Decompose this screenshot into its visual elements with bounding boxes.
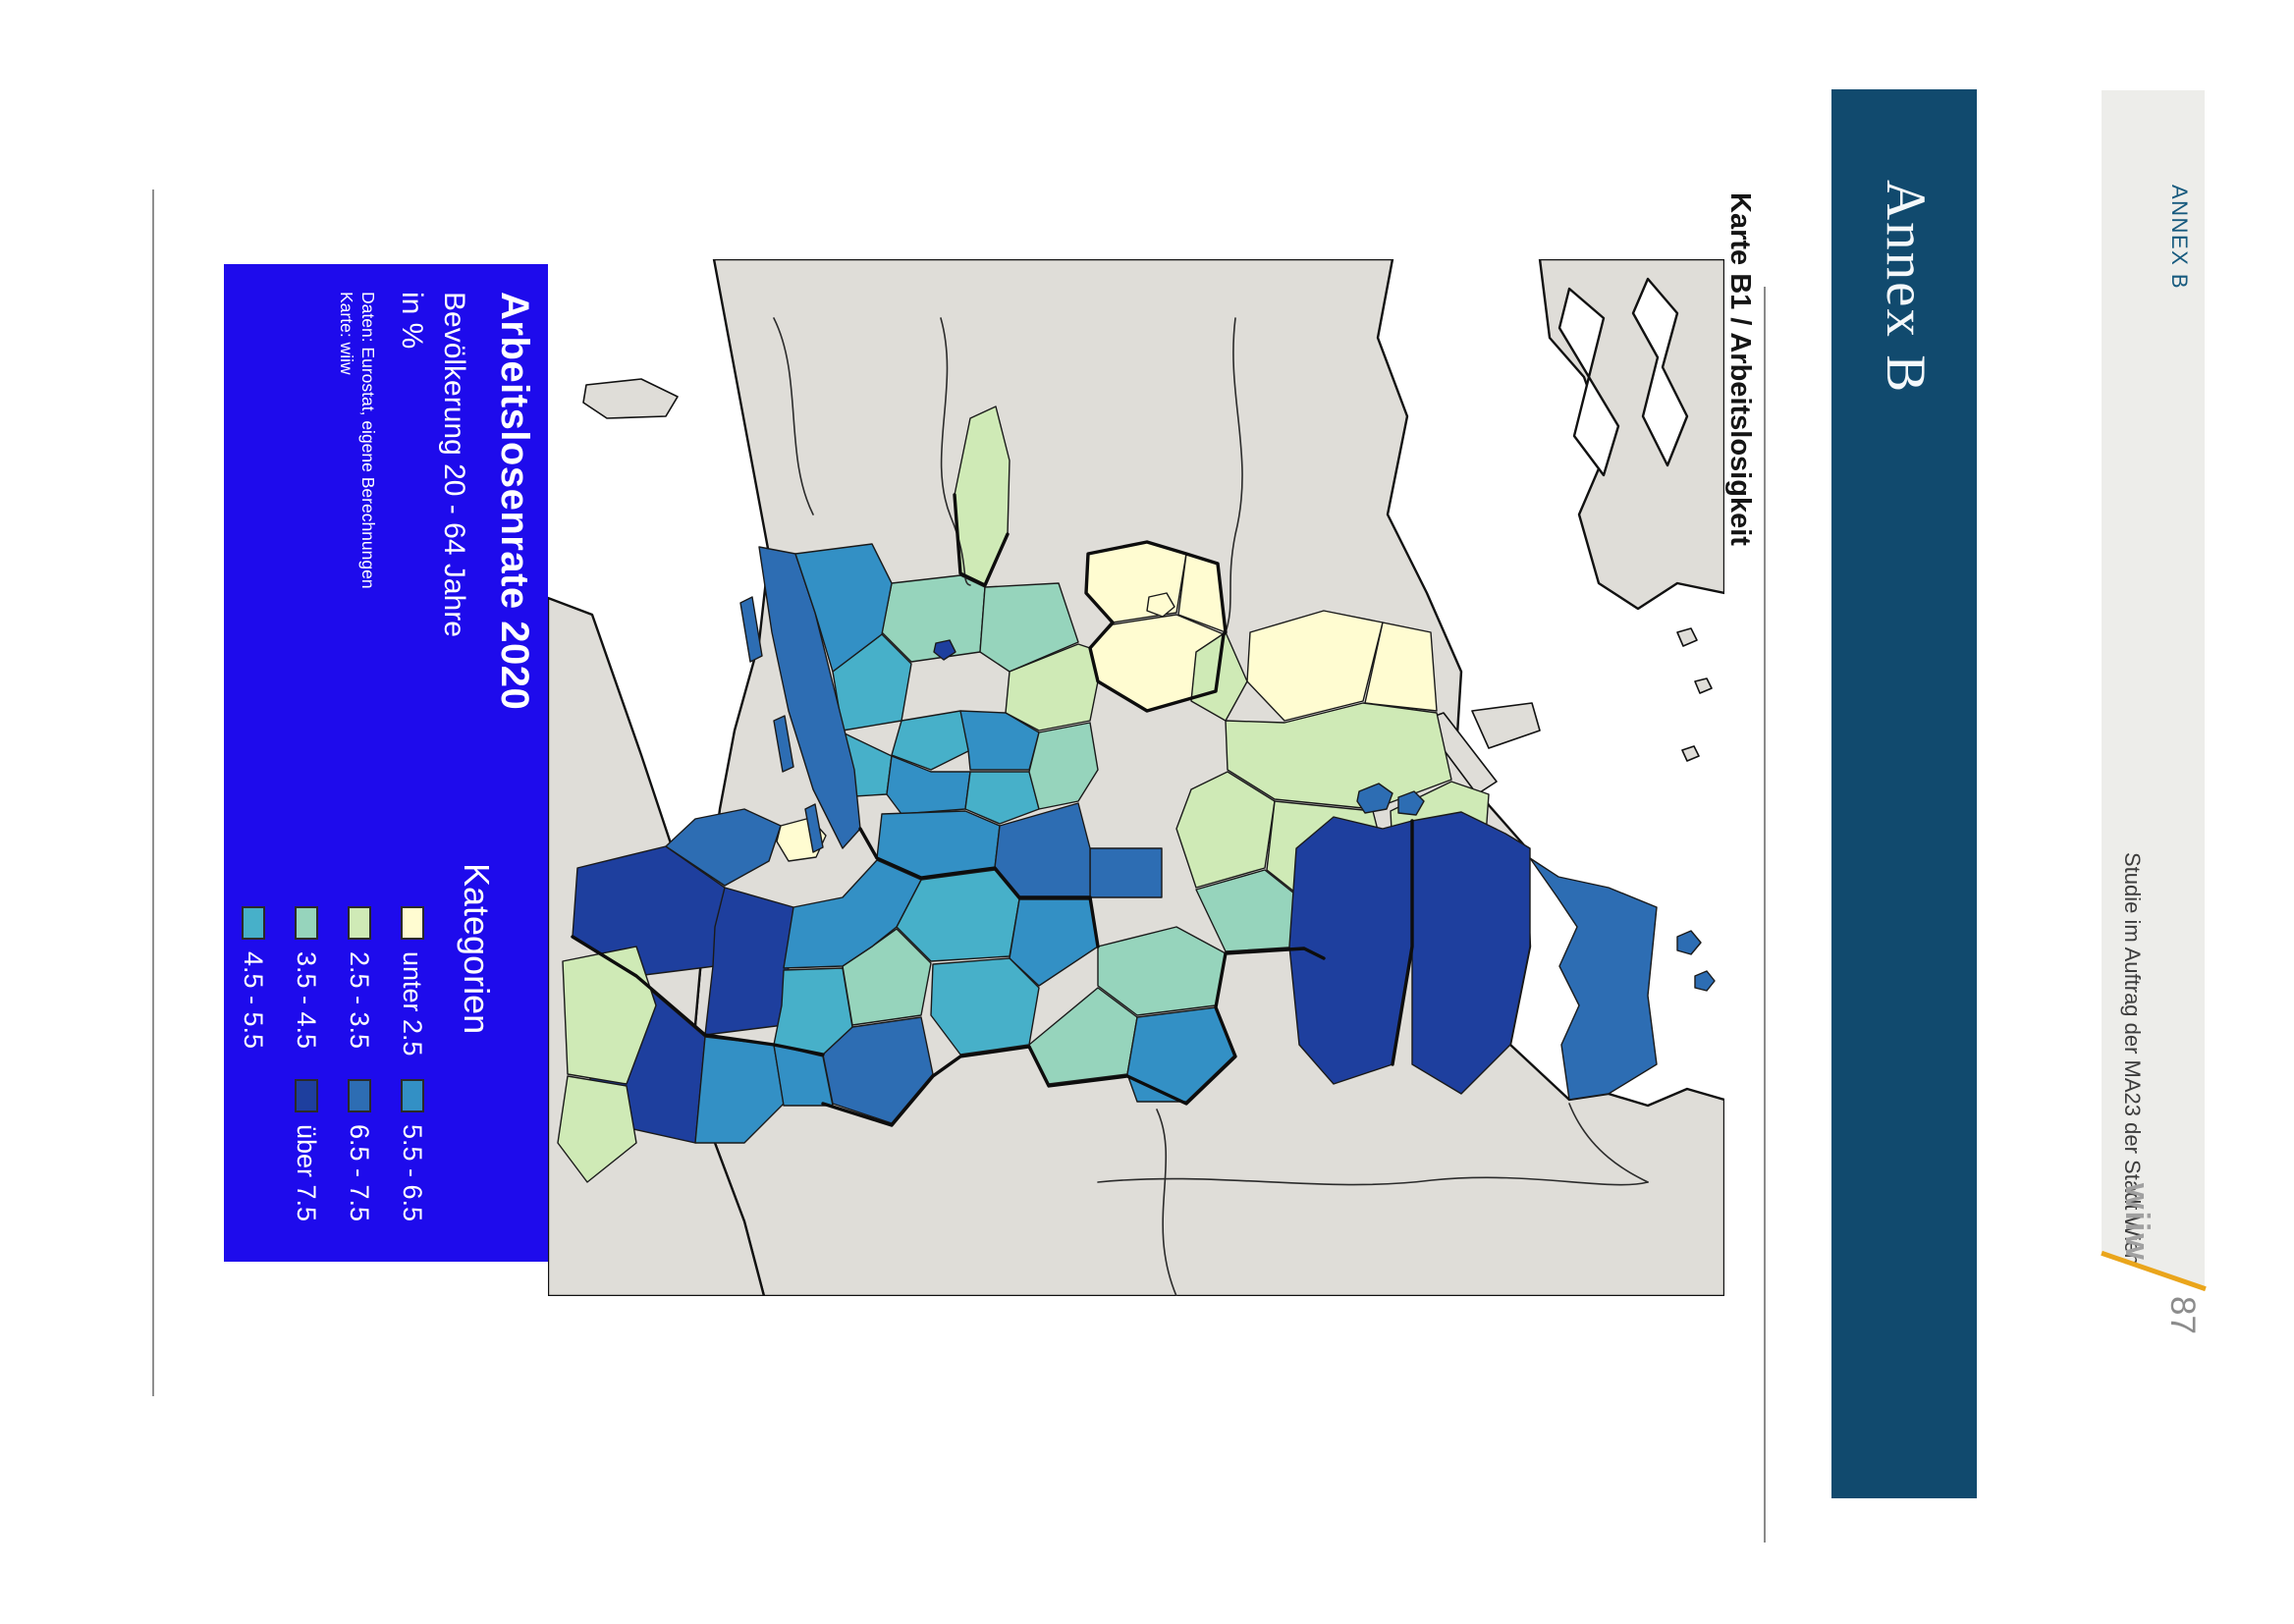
legend-panel: Arbeitslosenrate 2020 Bevölkerung 20 - 6… — [224, 264, 548, 1262]
legend-swatch — [401, 906, 424, 940]
annex-banner: Annex B — [1831, 89, 1977, 1498]
country-border — [1156, 1109, 1177, 1296]
legend-swatch — [295, 1079, 318, 1112]
annex-banner-label: Annex B — [1875, 180, 1937, 395]
map-region — [562, 946, 657, 1085]
legend-swatch — [348, 1079, 371, 1112]
map-region — [1089, 847, 1163, 898]
map-region — [964, 771, 1040, 825]
annex-banner-rot: Annex B — [1831, 89, 1977, 1498]
country-border — [1225, 317, 1243, 633]
legend-label: 2.5 - 3.5 — [345, 951, 374, 1050]
heading-rule — [1764, 287, 1766, 1543]
country-border — [773, 317, 814, 515]
map-legend: Arbeitslosenrate 2020 Bevölkerung 20 - 6… — [224, 264, 548, 1262]
legend-swatch — [295, 906, 318, 940]
legend-subtitle-line1: Bevölkerung 20 - 64 Jahre — [438, 292, 470, 637]
map-region — [1146, 592, 1175, 618]
legend-source-line1: Daten: Eurostat, eigene Berechnungen — [358, 292, 378, 589]
map-region — [1225, 702, 1452, 810]
legend-label: 4.5 - 5.5 — [239, 951, 268, 1050]
island-gray — [582, 378, 679, 419]
header-annex-label: ANNEX B — [2167, 185, 2192, 291]
map-region — [1028, 722, 1099, 810]
legend-label: unter 2.5 — [398, 951, 427, 1056]
sea-strait — [1557, 287, 1620, 477]
map-region — [1364, 622, 1438, 712]
country-border — [1568, 1103, 1649, 1183]
legend-swatch — [242, 906, 265, 940]
header-strip: ANNEX B Studie im Auftrag der MA23 der S… — [2101, 90, 2207, 1454]
header-strip-rot: ANNEX B Studie im Auftrag der MA23 der S… — [2101, 90, 2207, 1454]
island-blue — [1356, 783, 1393, 814]
country-border — [1097, 1176, 1649, 1186]
legend-swatch — [348, 906, 371, 940]
legend-categories-title: Kategorien — [457, 863, 497, 1035]
map-region — [933, 639, 956, 661]
islet-gray — [1694, 677, 1713, 694]
map-region — [557, 1075, 637, 1183]
country-border-thick — [571, 935, 825, 1056]
legend-swatch — [401, 1079, 424, 1112]
page-heading: Karte B1 / Arbeitslosigkeit — [1724, 192, 1756, 546]
page-footer-rule — [152, 189, 154, 1396]
islet-gray — [1676, 627, 1698, 647]
wiiw-logo: wiiw — [2118, 1183, 2156, 1262]
legend-subtitle-line2: in % — [396, 292, 428, 350]
map-region — [891, 710, 971, 771]
island-gray — [1471, 702, 1541, 749]
map-region — [1411, 811, 1531, 1095]
island-blue — [739, 596, 763, 663]
country-border-thick — [858, 827, 1100, 948]
islet-gray — [1681, 745, 1700, 762]
country-border-thick — [1084, 540, 1228, 713]
sea-strait — [1631, 277, 1689, 467]
choropleth-map — [548, 259, 1724, 1296]
map-region — [794, 543, 893, 673]
legend-subtitle: Bevölkerung 20 - 64 Jahre in % — [391, 292, 475, 637]
legend-source: Daten: Eurostat, eigene Berechnungen Kar… — [336, 292, 379, 589]
map-canvas — [548, 259, 1724, 1296]
map-region — [1529, 857, 1658, 1101]
island-blue — [1676, 930, 1702, 955]
figure-heading-rot: Karte B1 / Arbeitslosigkeit — [1714, 187, 1768, 1546]
figure-heading-block: Karte B1 / Arbeitslosigkeit — [1714, 187, 1768, 1546]
country-border-thick — [821, 947, 1326, 1127]
map-region — [783, 859, 922, 969]
country-border-thick — [1391, 819, 1414, 1066]
map-region — [979, 582, 1079, 673]
legend-title: Arbeitslosenrate 2020 — [493, 292, 536, 711]
page-number: 87 — [2163, 1296, 2202, 1334]
island-blue — [1397, 790, 1425, 816]
map-region — [930, 957, 1040, 1056]
island-blue — [773, 715, 794, 773]
legend-label: 3.5 - 4.5 — [292, 951, 321, 1050]
map-region — [665, 808, 782, 887]
legend-label: 5.5 - 6.5 — [398, 1124, 427, 1222]
island-blue — [804, 803, 824, 853]
island-blue — [1694, 970, 1716, 992]
legend-source-line2: Karte: wiiw — [337, 292, 356, 375]
legend-label: über 7.5 — [292, 1124, 321, 1222]
map-region — [1009, 898, 1099, 987]
country-border-thick — [953, 493, 1010, 587]
legend-label: 6.5 - 7.5 — [345, 1124, 374, 1222]
